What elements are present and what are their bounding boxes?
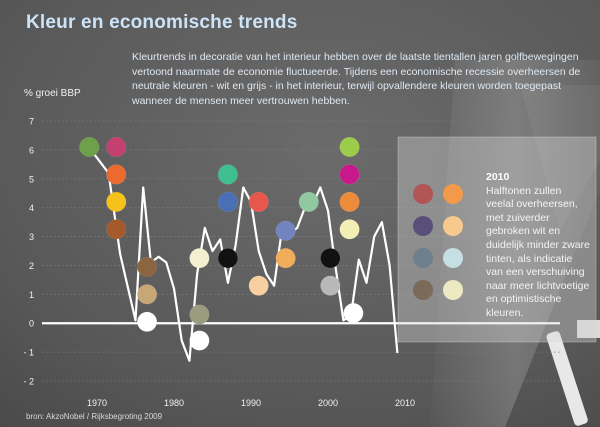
color-dot [106,191,127,212]
legend-swatch [413,216,433,236]
y-tick-label: 6 [29,145,34,155]
y-tick-label: 0 [29,319,34,329]
x-tick-label: 2010 [395,398,415,408]
y-tick-label: 7 [29,117,34,127]
legend-description: Halftonen zullen veelal overheersen, met… [486,184,590,319]
color-dot [339,136,360,158]
legend-swatches [413,184,463,300]
color-dot [339,219,360,240]
y-tick-label: - 1 [23,348,34,358]
color-dot [320,275,341,296]
color-dot [217,191,238,212]
color-dot [339,164,360,185]
y-tick-label: 3 [29,232,34,242]
legend-text: 2010 Halftonen zullen veelal overheersen… [486,171,590,321]
color-dot [189,330,210,351]
color-dot [275,220,296,241]
legend-panel [397,136,597,343]
legend-swatch [443,280,463,300]
color-dot [275,248,296,269]
color-dots [79,136,364,351]
color-dot [217,164,238,185]
color-dot [248,191,269,212]
color-dot [217,248,238,269]
legend-swatch [413,248,433,268]
color-dot [189,248,210,269]
page-title: Kleur en economische trends [26,12,298,33]
legend-swatch [443,184,463,204]
color-dot [343,303,364,324]
x-tick-label: 2000 [318,398,338,408]
y-tick-label: 1 [29,290,34,300]
x-tick-label: 1970 [87,398,107,408]
y-axis-label: % groei BBP [24,88,81,99]
color-dot [189,304,210,325]
source-note: bron: AkzoNobel / Rijksbegroting 2009 [26,412,163,421]
color-dot [320,248,341,269]
color-dot [106,136,127,158]
color-dot [106,219,127,240]
light-beam [430,60,600,427]
legend-swatch [413,280,433,300]
color-dot [298,191,319,212]
legend-swatch [413,184,433,204]
color-dot [137,256,158,277]
gridlines [42,120,560,382]
roller-handle [546,331,588,426]
color-dot [106,164,127,185]
color-dot [137,311,158,332]
intro-text: Kleurtrends in decoratie van het interie… [132,51,581,107]
x-tick-label: 1980 [164,398,184,408]
legend-swatch [443,216,463,236]
color-dot [79,136,100,158]
y-tick-label: 4 [29,203,34,213]
axis-labels: 7 6 5 4 3 2 1 0 - 1 - 2 1970 1980 1990 2000 2010 [23,117,415,409]
y-tick-label: - 2 [23,377,34,387]
x-tick-label: 1990 [241,398,261,408]
legend-swatch [443,248,463,268]
legend-year: 2010 [486,171,510,183]
paint-roller-decoration [430,60,600,427]
roller-bracket [577,320,600,338]
y-tick-label: 5 [29,174,34,184]
color-dot [339,191,360,212]
color-dot [137,284,158,305]
color-dot [248,275,269,296]
y-tick-label: 2 [29,261,34,271]
roller-shadow [520,85,600,230]
